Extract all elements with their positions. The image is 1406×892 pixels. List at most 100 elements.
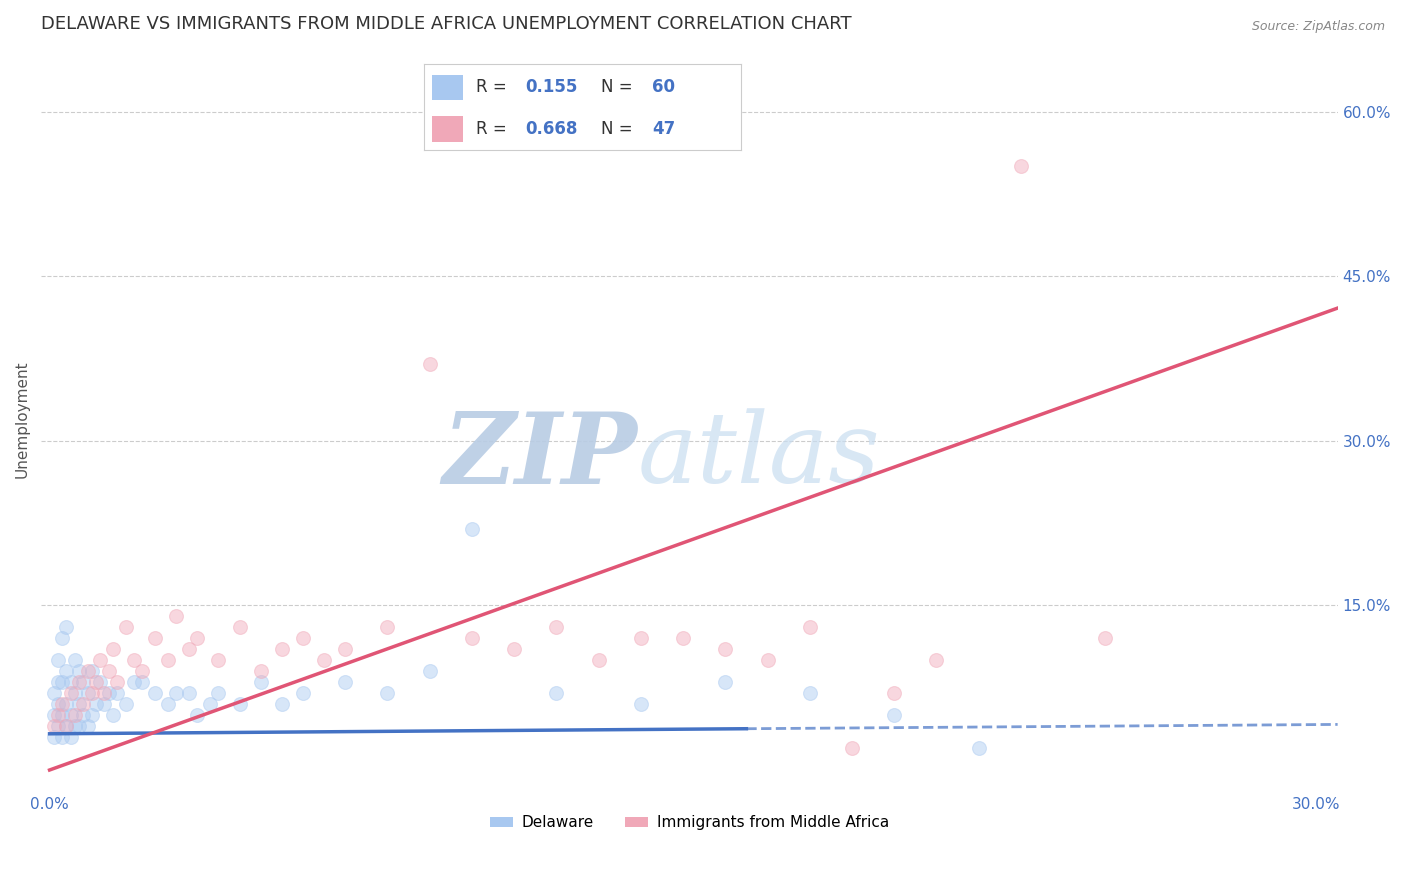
Point (143, 632, 166, 646)
Point (207, 686, 229, 700)
Point (51, 708, 73, 723)
Point (55, 719, 77, 733)
Point (42, 730, 65, 744)
Point (89, 653, 111, 667)
Point (122, 675, 145, 690)
Point (67, 719, 90, 733)
Point (72, 697, 94, 711)
Point (67, 665, 90, 679)
Point (546, 620, 568, 634)
Point (84, 675, 107, 690)
Point (841, 741, 863, 756)
Point (1010, 160, 1032, 174)
Point (186, 708, 208, 723)
Point (198, 697, 221, 711)
Point (80, 708, 103, 723)
Point (55, 620, 77, 634)
Point (228, 697, 250, 711)
Point (55, 697, 77, 711)
Point (55, 719, 77, 733)
Point (42, 686, 65, 700)
Text: DELAWARE VS IMMIGRANTS FROM MIDDLE AFRICA UNEMPLOYMENT CORRELATION CHART: DELAWARE VS IMMIGRANTS FROM MIDDLE AFRIC… (41, 15, 852, 33)
Point (335, 675, 357, 690)
Text: atlas: atlas (637, 409, 880, 504)
Point (714, 675, 737, 690)
Point (59, 675, 82, 690)
Point (419, 665, 441, 679)
Point (97, 686, 120, 700)
Point (207, 653, 229, 667)
Point (377, 620, 399, 634)
Point (335, 642, 357, 657)
Point (93, 686, 115, 700)
Point (67, 697, 90, 711)
Point (89, 675, 111, 690)
Point (630, 697, 652, 711)
Point (76, 665, 98, 679)
Point (114, 697, 136, 711)
Point (76, 719, 98, 733)
Point (101, 708, 124, 723)
Point (228, 620, 250, 634)
Point (101, 642, 124, 657)
Point (122, 653, 145, 667)
Point (63, 653, 86, 667)
Text: ZIP: ZIP (443, 408, 637, 504)
Point (546, 686, 568, 700)
Point (105, 686, 128, 700)
Point (51, 697, 73, 711)
Point (55, 665, 77, 679)
Point (672, 632, 695, 646)
Point (51, 675, 73, 690)
Point (59, 730, 82, 744)
Point (756, 653, 779, 667)
Point (93, 697, 115, 711)
Point (461, 632, 484, 646)
Point (883, 686, 905, 700)
Point (270, 697, 292, 711)
Point (312, 653, 335, 667)
Point (67, 675, 90, 690)
Point (63, 686, 86, 700)
Point (714, 642, 737, 657)
Point (46, 653, 69, 667)
Point (291, 686, 314, 700)
Point (503, 642, 526, 657)
Point (59, 686, 82, 700)
Point (165, 686, 187, 700)
Point (883, 708, 905, 723)
Point (377, 686, 399, 700)
Point (925, 653, 948, 667)
Point (270, 642, 292, 657)
Y-axis label: Unemployment: Unemployment (15, 360, 30, 477)
Point (42, 708, 65, 723)
Point (72, 675, 94, 690)
Point (76, 686, 98, 700)
Point (461, 522, 484, 536)
Point (799, 620, 821, 634)
Point (105, 675, 128, 690)
Point (114, 620, 136, 634)
Point (630, 632, 652, 646)
Point (588, 653, 610, 667)
Text: Source: ZipAtlas.com: Source: ZipAtlas.com (1251, 20, 1385, 33)
Point (51, 632, 73, 646)
Point (419, 357, 441, 371)
Point (46, 719, 69, 733)
Point (46, 675, 69, 690)
Point (249, 675, 271, 690)
Point (967, 741, 990, 756)
Point (46, 697, 69, 711)
Legend: Delaware, Immigrants from Middle Africa: Delaware, Immigrants from Middle Africa (484, 809, 896, 837)
Point (80, 665, 103, 679)
Point (143, 686, 166, 700)
Point (84, 697, 107, 711)
Point (42, 719, 65, 733)
Point (80, 686, 103, 700)
Point (156, 697, 179, 711)
Point (51, 730, 73, 744)
Point (186, 632, 208, 646)
Point (1094, 632, 1116, 646)
Point (291, 632, 314, 646)
Point (97, 665, 120, 679)
